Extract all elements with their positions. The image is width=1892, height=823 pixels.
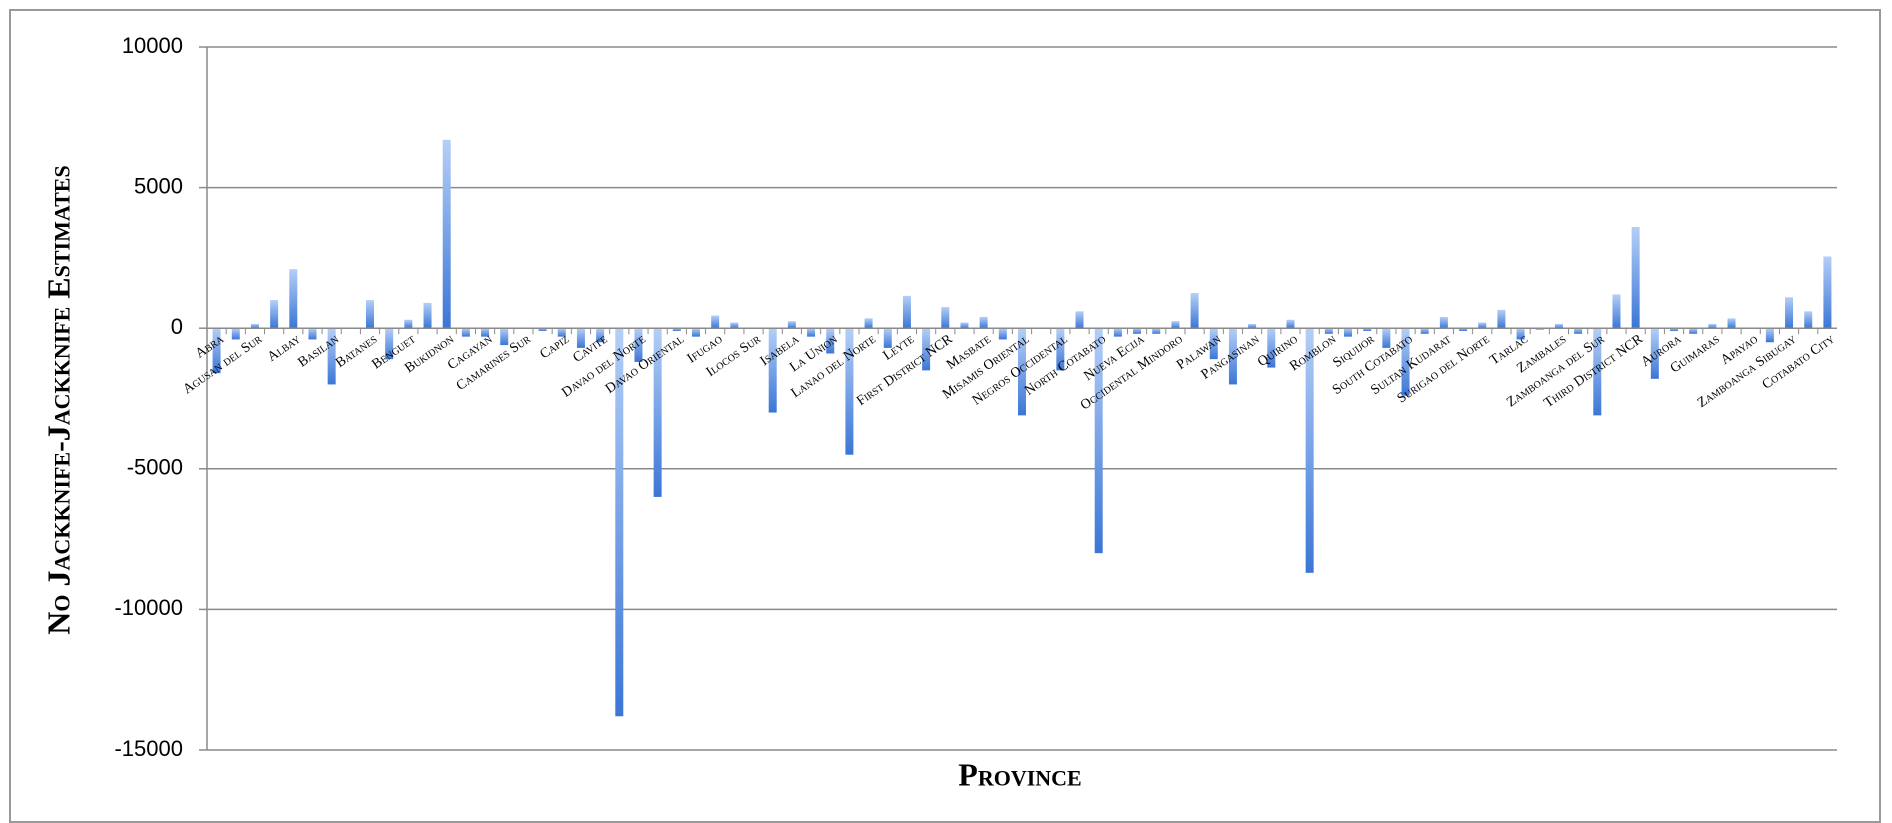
x-axis-title: Province <box>958 756 1081 792</box>
bar <box>1785 297 1794 329</box>
y-tick-label: 10000 <box>122 33 183 58</box>
bar <box>1171 321 1180 329</box>
bar <box>461 328 470 337</box>
bar <box>1324 328 1333 334</box>
bar <box>327 328 336 385</box>
y-tick-label: -10000 <box>114 595 183 620</box>
y-tick-label: -15000 <box>114 736 183 761</box>
bar <box>1497 309 1506 329</box>
bar <box>1823 256 1832 329</box>
bar <box>1439 316 1448 329</box>
bar <box>1708 323 1717 329</box>
bar <box>1190 293 1199 329</box>
bar <box>1133 328 1142 334</box>
bar <box>1056 328 1065 371</box>
bar <box>787 321 796 329</box>
bar <box>615 328 624 717</box>
bar <box>1804 311 1813 329</box>
bar <box>423 302 432 329</box>
bar <box>212 328 221 374</box>
bar <box>1612 294 1621 329</box>
chart-frame <box>9 9 1881 823</box>
bar <box>979 316 988 329</box>
bar <box>1765 328 1774 343</box>
bar <box>883 328 892 348</box>
bar <box>231 328 240 340</box>
bar <box>653 328 662 497</box>
bar <box>864 318 873 329</box>
bar <box>826 328 835 354</box>
bar <box>1344 328 1352 337</box>
bar <box>270 300 279 329</box>
bar <box>1228 328 1237 385</box>
bar <box>250 323 259 329</box>
bar <box>1478 322 1487 329</box>
bar <box>1554 323 1563 329</box>
y-axis-title: No Jackknife-Jackknife Estimates <box>40 165 76 634</box>
bar <box>730 322 739 329</box>
bar <box>1574 328 1583 334</box>
bar <box>1593 328 1602 416</box>
bar <box>1075 311 1084 329</box>
y-tick-label: -5000 <box>127 455 183 480</box>
bar <box>1248 323 1257 329</box>
bar <box>845 328 854 455</box>
bar <box>922 328 931 371</box>
bar <box>404 319 413 329</box>
bar <box>960 322 969 329</box>
bar <box>308 328 317 340</box>
bar <box>481 328 490 337</box>
bar <box>1670 328 1678 332</box>
bar <box>1631 226 1640 329</box>
bar <box>1727 318 1736 329</box>
bar <box>1420 328 1429 334</box>
bar <box>1689 328 1698 334</box>
bar <box>1209 328 1218 360</box>
bar <box>1286 319 1295 329</box>
bar <box>1305 328 1314 573</box>
y-tick-label: 0 <box>171 314 183 339</box>
bar <box>1459 328 1468 332</box>
bar <box>711 315 720 329</box>
bar <box>289 269 298 329</box>
bar <box>557 328 566 337</box>
bar <box>1650 328 1659 379</box>
bar <box>902 295 911 329</box>
bar <box>500 328 509 346</box>
bar <box>807 328 816 337</box>
bar <box>576 328 585 348</box>
bar <box>385 328 394 360</box>
bar <box>1382 328 1391 348</box>
bar <box>672 328 681 332</box>
bar <box>596 328 605 343</box>
bar <box>768 328 777 413</box>
bar <box>1401 328 1410 396</box>
bar <box>1363 328 1372 332</box>
bar <box>692 328 700 337</box>
y-tick-label: 5000 <box>134 173 183 198</box>
bar <box>998 328 1007 340</box>
bar <box>366 300 374 329</box>
x-tick-label: Capiz <box>537 332 571 362</box>
bar <box>634 328 643 362</box>
bar <box>538 328 547 332</box>
bar <box>1018 328 1026 416</box>
bar <box>1113 328 1122 337</box>
bar <box>1267 328 1276 368</box>
bar <box>1516 328 1525 340</box>
bar <box>1152 328 1161 334</box>
bar <box>1094 328 1103 554</box>
bar <box>941 307 950 329</box>
bar <box>442 139 451 329</box>
